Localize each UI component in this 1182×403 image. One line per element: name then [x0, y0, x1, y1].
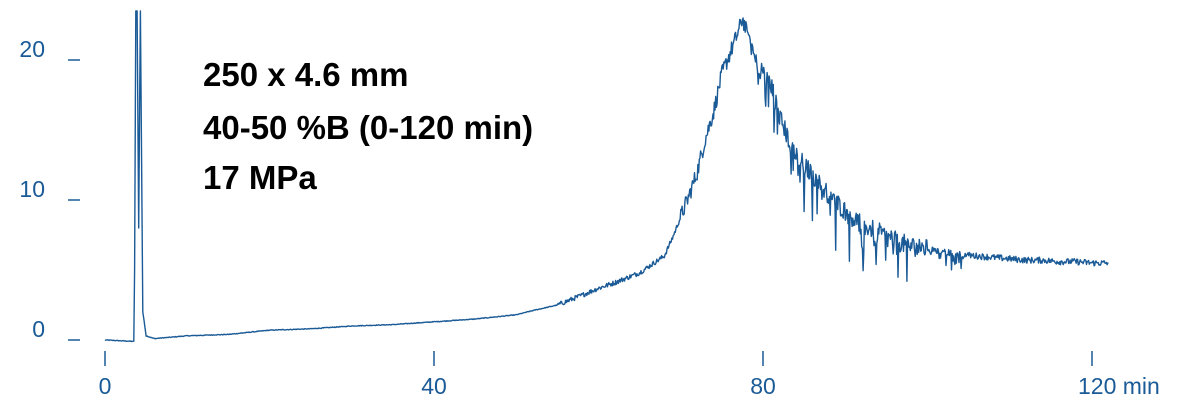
x-axis: 0 40 80 120 min — [99, 351, 1160, 399]
plot-area — [104, 10, 1109, 343]
annotation-gradient: 40-50 %B (0-120 min) — [203, 109, 533, 146]
y-tick-label: 20 — [19, 36, 45, 62]
x-tick-label: 40 — [421, 373, 447, 399]
y-axis: 0 10 20 — [19, 36, 80, 342]
chromatogram-trace — [104, 10, 1109, 343]
annotation-pressure: 17 MPa — [203, 159, 317, 196]
x-tick-label: 0 — [99, 373, 112, 399]
y-tick-label: 10 — [19, 176, 45, 202]
x-tick-label: 80 — [750, 373, 776, 399]
annotation-column-size: 250 x 4.6 mm — [203, 56, 408, 93]
x-tick-label: 120 min — [1078, 373, 1160, 399]
chart-annotations: 250 x 4.6 mm 40-50 %B (0-120 min) 17 MPa — [203, 56, 533, 196]
y-tick-label: 0 — [32, 316, 45, 342]
